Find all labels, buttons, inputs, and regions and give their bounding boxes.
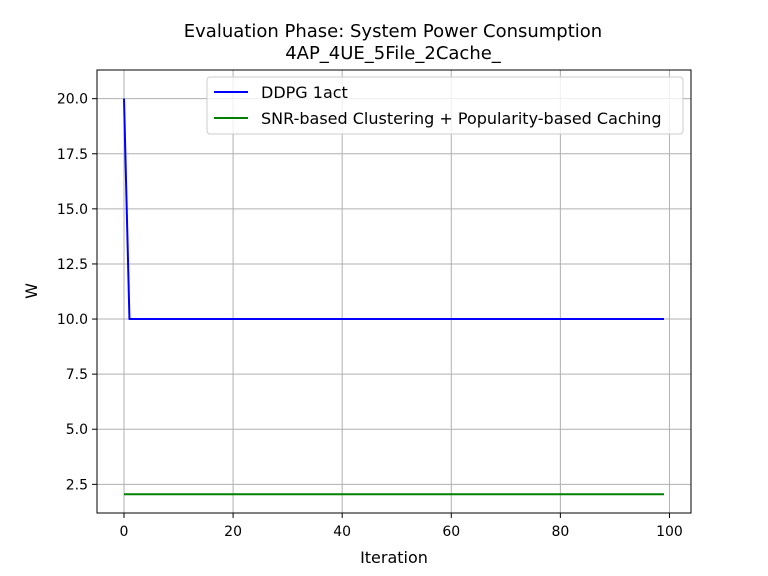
y-tick-label: 12.5 bbox=[57, 257, 88, 273]
y-tick-label: 5.0 bbox=[66, 422, 88, 438]
chart-title: Evaluation Phase: System Power Consumpti… bbox=[184, 21, 602, 42]
x-axis-label: Iteration bbox=[360, 548, 428, 567]
x-tick-label: 80 bbox=[551, 524, 569, 540]
y-tick-label: 7.5 bbox=[66, 367, 88, 383]
y-axis-label: W bbox=[22, 283, 41, 299]
x-tick-label: 60 bbox=[442, 524, 460, 540]
y-axis-ticks: 2.5 5.0 7.5 10.0 12.5 15.0 17.5 20.0 bbox=[57, 92, 97, 493]
legend-label-snr: SNR-based Clustering + Popularity-based … bbox=[261, 109, 662, 128]
plot-area bbox=[97, 70, 691, 513]
y-tick-label: 20.0 bbox=[57, 92, 88, 108]
x-tick-label: 0 bbox=[120, 524, 129, 540]
legend-label-ddpg: DDPG 1act bbox=[261, 83, 348, 102]
chart-subtitle: 4AP_4UE_5File_2Cache_ bbox=[285, 43, 502, 64]
legend-box bbox=[206, 76, 684, 135]
x-axis-ticks: 0 20 40 60 80 100 bbox=[120, 513, 683, 540]
series-layer bbox=[123, 98, 664, 496]
y-tick-label: 10.0 bbox=[57, 312, 88, 328]
series-line-ddpg-1act bbox=[123, 98, 664, 321]
y-tick-label: 2.5 bbox=[66, 477, 88, 493]
y-tick-label: 17.5 bbox=[57, 147, 88, 163]
y-tick-label: 15.0 bbox=[57, 202, 88, 218]
x-tick-label: 100 bbox=[656, 524, 683, 540]
plot-frame bbox=[96, 69, 692, 514]
x-tick-label: 20 bbox=[224, 524, 242, 540]
x-tick-label: 40 bbox=[333, 524, 351, 540]
legend: DDPG 1act SNR-based Clustering + Popular… bbox=[206, 76, 684, 135]
